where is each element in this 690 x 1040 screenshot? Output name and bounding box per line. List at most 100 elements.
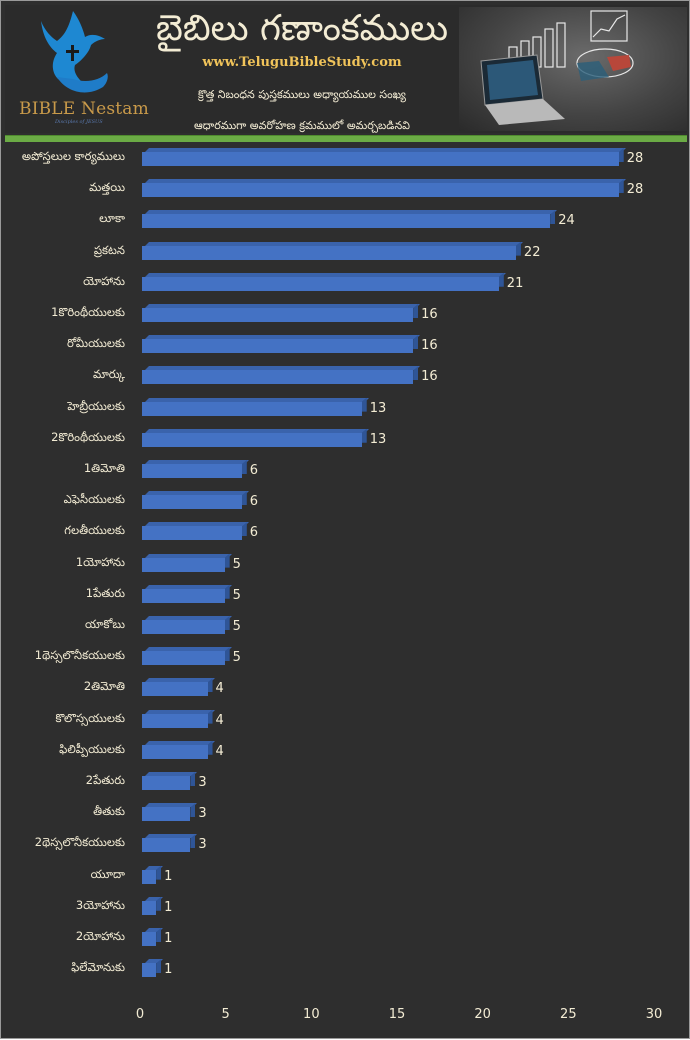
category-label: 2తిమోతి	[83, 679, 125, 694]
data-label: 5	[232, 650, 241, 666]
data-label: 5	[232, 556, 241, 572]
page-title: బైబిలు గణాంకములు	[155, 8, 449, 49]
category-label: ప్రకటన	[93, 242, 125, 257]
bar	[142, 838, 191, 853]
data-label: 4	[215, 743, 224, 759]
x-axis-tick-label: 5	[221, 1007, 230, 1022]
category-label: 1యోహాను	[75, 554, 125, 569]
bar-row: మత్తయి 28	[1, 174, 690, 205]
bar	[142, 183, 619, 198]
x-axis-tick-label: 0	[135, 1007, 145, 1022]
data-label: 6	[249, 525, 259, 541]
category-label: కొలొస్సయులకు	[55, 710, 125, 725]
data-label: 5	[232, 587, 241, 603]
bar	[142, 432, 362, 447]
data-label: 13	[369, 400, 387, 416]
bar	[142, 776, 191, 790]
bar	[142, 651, 225, 666]
data-label: 6	[249, 494, 259, 510]
category-label: 2కొరింథీయులకు	[51, 429, 125, 444]
data-label: 5	[232, 619, 241, 634]
bar	[142, 807, 191, 822]
x-axis-tick-label: 30	[645, 1007, 663, 1022]
category-label: రోమీయులకు	[66, 336, 125, 351]
bar	[142, 370, 414, 385]
bar	[142, 401, 362, 416]
bar	[142, 963, 157, 978]
bar	[142, 744, 208, 759]
category-label: హెబ్రీయులకు	[67, 398, 125, 413]
category-label: 2పేతురు	[85, 773, 125, 787]
category-label: యాకోబు	[84, 617, 125, 631]
bar	[142, 900, 157, 915]
data-label: 22	[523, 244, 541, 260]
laptop-charts-chalkboard-image	[459, 7, 687, 131]
bar-row: ఎఫెసీయులకు 6	[1, 486, 690, 517]
data-label: 28	[626, 182, 644, 198]
data-label: 4	[215, 712, 224, 728]
bar	[142, 557, 225, 572]
bar	[142, 526, 242, 541]
category-label: అపోస్తలుల కార్యములు	[21, 149, 125, 163]
data-label: 16	[421, 369, 438, 385]
data-label: 1	[164, 899, 173, 915]
data-label: 4	[215, 681, 224, 697]
x-axis-tick-label: 25	[560, 1007, 577, 1022]
category-label: 1పేతురు	[85, 585, 125, 600]
bar-row: 2తిమోతి 4	[1, 673, 690, 704]
category-label: 1తిమోతి	[83, 461, 125, 475]
bar	[142, 932, 157, 946]
bar	[142, 495, 242, 510]
bar-row: ప్రకటన 22	[1, 237, 690, 268]
bar-row: 1కొరింథీయులకు 16	[1, 299, 690, 330]
data-label: 21	[506, 275, 524, 291]
bar-row: అపోస్తలుల కార్యములు 28	[1, 143, 690, 174]
bar-row: మార్కు 16	[1, 361, 690, 392]
bar-row: హెబ్రీయులకు 13	[1, 393, 690, 424]
bar	[142, 588, 225, 603]
subtitle-line-1: క్రొత్త నిబంధన పుస్తకములు అధ్యాయముల సంఖ్…	[198, 88, 406, 101]
bar-row: 2పేతురు 3	[1, 767, 690, 798]
bar	[142, 276, 499, 291]
bar-row: 1పేతురు 5	[1, 580, 690, 611]
bar-row: యోహాను 21	[1, 268, 690, 299]
bar-row: ఫిలేమోనుకు 1	[1, 954, 690, 985]
category-label: 2థెస్సలొనీకయులకు	[34, 835, 125, 850]
data-label: 1	[164, 868, 173, 884]
bar	[142, 308, 414, 322]
bar	[142, 152, 619, 166]
bar-row: రోమీయులకు 16	[1, 330, 690, 361]
data-label: 28	[626, 151, 644, 166]
dove-cross-hand-icon	[41, 11, 108, 93]
data-label: 1	[164, 931, 173, 946]
data-label: 16	[421, 338, 438, 354]
bar-row: గలతీయులకు 6	[1, 517, 690, 548]
bar	[142, 245, 516, 260]
logo-tagline: Disciples of JESUS	[55, 119, 103, 125]
category-label: యోహాను	[83, 273, 125, 288]
category-label: గలతీయులకు	[64, 523, 125, 538]
category-label: యూదా	[90, 866, 125, 881]
x-axis-tick-label: 15	[388, 1007, 406, 1022]
category-label: తీతుకు	[93, 804, 125, 819]
website-link[interactable]: www.TeluguBibleStudy.com	[202, 55, 402, 70]
bar	[142, 339, 414, 354]
bar	[142, 713, 208, 728]
category-label: ఫిలేమోనుకు	[71, 960, 125, 975]
category-label: మార్కు	[92, 367, 125, 382]
category-label: 1థెస్సలొనీకయులకు	[34, 648, 125, 663]
bar-row: ఫిలిప్పీయులకు 4	[1, 736, 690, 767]
data-label: 3	[198, 775, 207, 790]
category-label: 2యోహాను	[75, 929, 125, 943]
category-label: 3యోహాను	[75, 897, 125, 912]
data-label: 3	[198, 806, 207, 822]
data-label: 1	[164, 962, 173, 978]
bar-chart: అపోస్తలుల కార్యములు 28 మత్తయి 28 లూకా 24 ప్రకట…	[1, 141, 690, 1040]
bar	[142, 214, 551, 229]
x-axis-tick-label: 10	[303, 1007, 320, 1022]
data-label: 6	[249, 463, 259, 478]
bar-row: తీతుకు 3	[1, 798, 690, 829]
x-axis-tick-label: 20	[474, 1007, 491, 1022]
bar-row: 2కొరింథీయులకు 13	[1, 424, 690, 455]
